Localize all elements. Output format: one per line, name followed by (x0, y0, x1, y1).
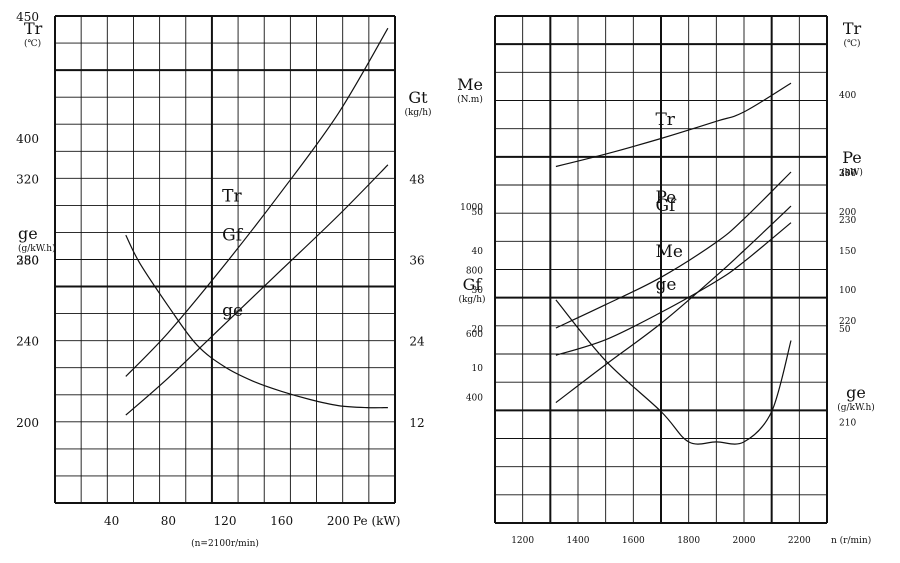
chart2-ge-tick: 210 (839, 419, 856, 429)
chart1-series-tr (125, 27, 389, 377)
chart1-gf-tick: 12 (409, 416, 424, 430)
chart1-xtick: 120 (214, 514, 237, 528)
chart2-me-tick: 800 (466, 267, 483, 277)
chart1-xtick: 40 (104, 514, 119, 528)
chart1-ge-axis-label: ge (18, 224, 38, 243)
chart2-me-axis-unit: (N.m) (457, 94, 483, 105)
chart1-series-gf (125, 164, 389, 416)
chart1-ge-axis-unit: (g/kW.h) (18, 243, 56, 254)
chart2-xtick: 2000 (733, 536, 756, 546)
chart2-xtick: 1600 (622, 536, 645, 546)
chart2-gf-tick: 20 (472, 325, 484, 335)
chart2-gf-tick: 40 (472, 247, 484, 257)
chart1-curve-label-gf: Gf (222, 225, 244, 245)
chart2-me-tick: 1000 (460, 203, 483, 213)
chart2-ge-axis-unit: (g/kW.h) (837, 402, 875, 413)
chart2-curve-label-ge: ge (655, 275, 676, 295)
chart1-grid (54, 15, 396, 504)
chart2-ge-tick: 220 (839, 317, 856, 327)
chart1-tr-tick: 450 (16, 10, 39, 24)
chart2-pe-axis-unit: (kW) (841, 167, 863, 178)
chart1-xlabel: Pe (kW) (353, 514, 400, 528)
chart1-xtick: 160 (270, 514, 293, 528)
chart2-curve-label-tr: Tr (655, 110, 675, 130)
chart1-ge-tick: 200 (16, 416, 39, 430)
chart1-series-ge (125, 234, 388, 409)
chart2-ge-tick: 230 (839, 216, 856, 226)
chart1-tr-axis-label: Tr (24, 19, 43, 38)
chart2-gf-tick: 50 (472, 208, 484, 218)
curves (125, 27, 792, 445)
chart1-tr-tick: 400 (16, 132, 39, 146)
chart2-series-tr (555, 82, 792, 168)
labels: 40 80 120 160 200 Pe (kW)(n=2100r/min)3504004… (16, 10, 875, 549)
chart2-pe-tick: 200 (839, 208, 856, 218)
chart2-xtick: 1800 (677, 536, 700, 546)
chart1-ge-tick: 240 (16, 335, 39, 349)
chart2-curve-label-gf: Gf (655, 196, 677, 216)
chart2-gf-tick: 10 (472, 364, 484, 374)
chart2-pe-tick: 250 (839, 169, 856, 179)
chart2-tr-axis-unit: (℃) (843, 38, 860, 49)
chart1-xnote: (n=2100r/min) (191, 538, 259, 549)
chart2-series-gf (555, 222, 792, 356)
chart2-tr-tick: 400 (839, 91, 856, 101)
chart1-xtick: 200 (327, 514, 350, 528)
chart2-curve-label-me: Me (655, 242, 682, 262)
chart1-gf-axis-unit: (kg/h) (404, 107, 431, 118)
chart2-series-me (555, 205, 792, 404)
chart2-gf-tick: 30 (472, 286, 484, 296)
chart2-pe-tick: 100 (839, 286, 856, 296)
chart1-gf-tick: 24 (409, 335, 425, 349)
chart2-xtick: 1200 (511, 536, 534, 546)
chart2-grid (494, 15, 828, 524)
chart2-pe-tick: 50 (839, 325, 851, 335)
chart1-gf-tick: 36 (409, 254, 424, 268)
chart2-gf-axis-label: Gf (463, 275, 483, 294)
chart2-me-tick: 600 (466, 330, 483, 340)
chart2-tr-axis-label: Tr (843, 19, 862, 38)
chart1-xtick: 80 (161, 514, 176, 528)
chart1-gf-axis-label: Gt (408, 88, 428, 107)
chart2-ge-axis-label: ge (846, 383, 866, 402)
chart2-me-tick: 400 (466, 393, 483, 403)
chart2-series-pe (555, 171, 792, 329)
chart2-curve-label-pe: Pe (655, 188, 676, 208)
chart1-ge-tick: 280 (16, 254, 39, 268)
chart2-gf-axis-unit: (kg/h) (458, 294, 485, 305)
chart1-gf-tick: 48 (409, 172, 424, 186)
chart2-pe-axis-label: Pe (842, 148, 862, 167)
chart2-pe-tick: 150 (839, 247, 856, 257)
chart1-curve-label-ge: ge (222, 301, 243, 321)
chart2-xtick: 1400 (567, 536, 590, 546)
chart1-tr-axis-unit: (℃) (24, 38, 41, 49)
chart1-tr-tick: 350 (16, 254, 39, 268)
chart1-ge-tick: 320 (16, 172, 39, 186)
chart2-tr-tick: 300 (839, 169, 856, 179)
chart2-series-ge (555, 299, 792, 445)
chart1-curve-label-tr: Tr (222, 186, 242, 206)
chart2-xlabel: n (r/min) (831, 535, 871, 546)
chart2-me-axis-label: Me (457, 75, 483, 94)
chart2-xtick: 2200 (788, 536, 811, 546)
